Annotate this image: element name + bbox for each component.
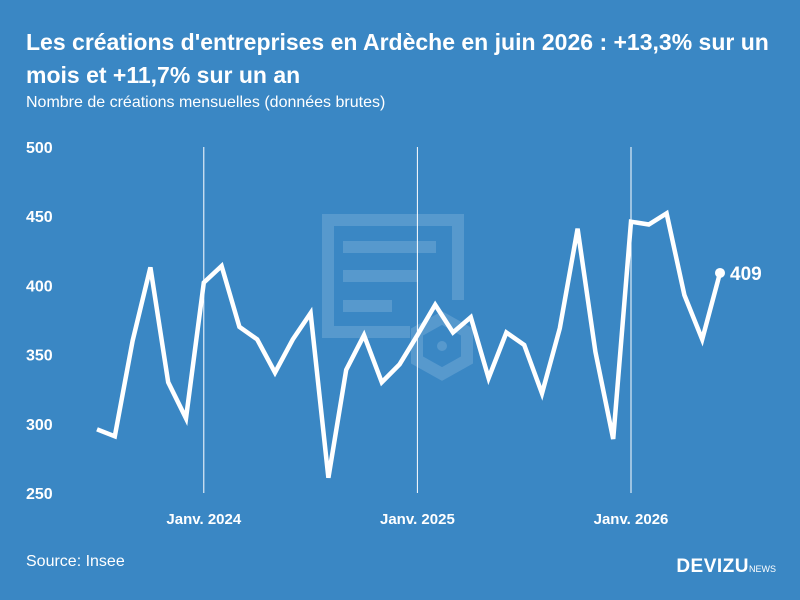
brand-logo: DEVIZUNEWS (676, 556, 776, 578)
y-tick-label: 450 (26, 209, 53, 226)
document-icon (322, 214, 473, 381)
y-tick-label: 400 (26, 278, 53, 295)
y-tick-label: 500 (26, 140, 53, 157)
x-tick-label: Janv. 2024 (166, 511, 241, 528)
y-tick-label: 250 (26, 486, 53, 503)
brand-sub: NEWS (749, 564, 776, 574)
series-line (96, 209, 723, 479)
x-tick-label: Janv. 2026 (594, 511, 669, 528)
y-tick-label: 350 (26, 348, 53, 365)
chart-subtitle: Nombre de créations mensuelles (données … (26, 94, 386, 111)
end-point-marker (715, 267, 725, 278)
chart-title: Les créations d'entreprises en Ardèche e… (26, 29, 769, 88)
end-value-label: 409 (730, 264, 762, 285)
brand-name: DEVIZU (676, 556, 749, 577)
x-tick-label: Janv. 2025 (380, 511, 455, 528)
source-note: Source: Insee (26, 553, 125, 570)
y-tick-label: 300 (26, 417, 53, 434)
